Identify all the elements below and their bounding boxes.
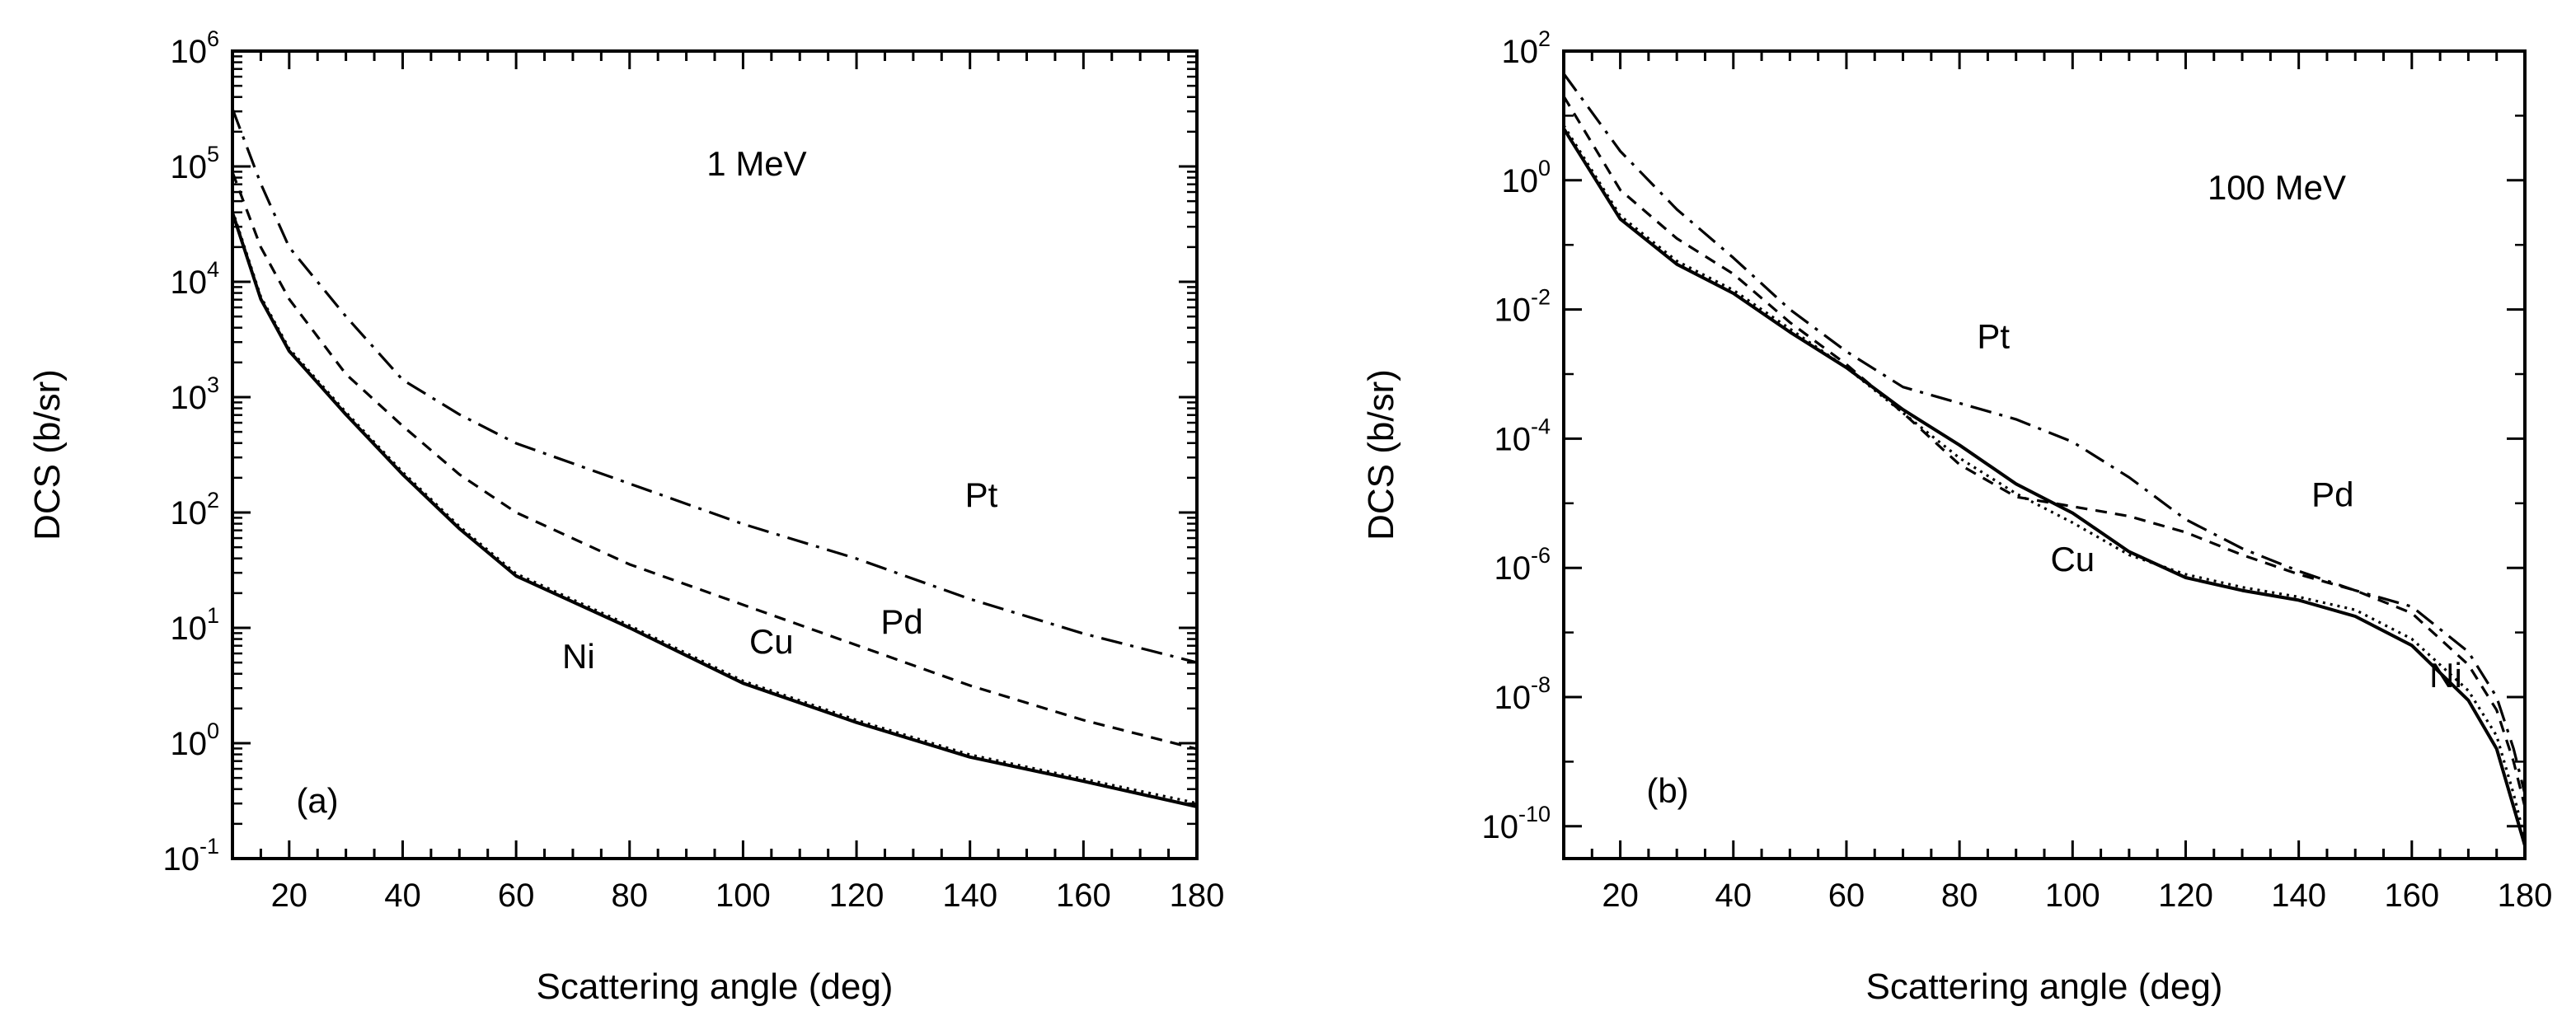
x-tick-label: 160 (2384, 878, 2439, 914)
y-axis-label: DCS (b/sr) (1361, 369, 1401, 541)
curve-label-pd: Pd (880, 602, 922, 641)
x-tick-label: 80 (1941, 878, 1978, 914)
curve-label-cu: Cu (2050, 540, 2095, 578)
curve-label-pt: Pt (965, 475, 998, 514)
curve-label-pd: Pd (2311, 475, 2353, 514)
x-tick-label: 40 (1715, 878, 1753, 914)
x-tick-label: 40 (384, 878, 421, 914)
chart-panel-b: 20 40 60 80 100 120 140 160 180 10-10 10-8 10-6 10-4… (1361, 26, 2552, 1007)
y-tick-label: 103 (170, 372, 219, 416)
series-line-cu (1562, 124, 2527, 840)
x-tick-label: 140 (942, 878, 997, 914)
y-tick-label: 102 (1501, 26, 1551, 70)
x-tick-label: 60 (498, 878, 535, 914)
y-tick-label: 10-1 (162, 834, 219, 878)
curve-label-pt: Pt (1977, 317, 2010, 356)
energy-label: 1 MeV (706, 144, 806, 183)
series-line-pd (231, 171, 1198, 751)
y-tick-label: 10-10 (1481, 802, 1551, 845)
curve-label-ni: Ni (2429, 656, 2462, 695)
y-tick-label: 10-2 (1494, 285, 1551, 329)
x-tick-label: 60 (1828, 878, 1865, 914)
series-line-ni (231, 212, 1198, 808)
y-tick-label: 100 (1501, 156, 1551, 199)
y-tick-label: 105 (170, 142, 219, 185)
y-tick-label: 101 (170, 603, 219, 647)
x-tick-label: 20 (1602, 878, 1639, 914)
plot-frame (1562, 49, 2527, 860)
panel-label: (a) (296, 781, 338, 820)
chart-panel-a: 20 40 60 80 100 120 140 160 180 10-1 100 101 102 103 1… (27, 26, 1224, 1007)
y-axis-label: DCS (b/sr) (27, 369, 68, 541)
series-line-pt (1562, 73, 2527, 794)
y-tick-label: 102 (170, 488, 219, 531)
y-tick-label: 106 (170, 26, 219, 70)
series-line-pt (231, 108, 1198, 664)
y-tick-label: 10-6 (1494, 543, 1551, 587)
x-axis-label: Scattering angle (deg) (1866, 966, 2223, 1007)
x-tick-label: 160 (1056, 878, 1111, 914)
curve-label-cu: Cu (749, 622, 794, 661)
y-tick-label: 100 (170, 718, 219, 762)
y-tick-label: 104 (170, 257, 219, 301)
y-tick-label: 10-8 (1494, 672, 1551, 716)
x-tick-label: 80 (612, 878, 649, 914)
curve-label-ni: Ni (562, 637, 595, 676)
x-tick-label: 180 (1170, 878, 1225, 914)
x-tick-label: 180 (2498, 878, 2553, 914)
series-line-ni (1562, 128, 2527, 846)
x-tick-label: 100 (716, 878, 771, 914)
x-tick-label: 120 (829, 878, 884, 914)
series-line-cu (231, 209, 1198, 805)
energy-label: 100 MeV (2208, 168, 2346, 207)
x-axis-label: Scattering angle (deg) (537, 966, 894, 1007)
x-tick-label: 20 (271, 878, 308, 914)
x-tick-label: 100 (2045, 878, 2100, 914)
panel-label: (b) (1646, 771, 1688, 810)
series-line-pd (1562, 96, 2527, 807)
y-tick-label: 10-4 (1494, 414, 1551, 457)
x-tick-label: 120 (2158, 878, 2213, 914)
x-tick-label: 140 (2271, 878, 2326, 914)
